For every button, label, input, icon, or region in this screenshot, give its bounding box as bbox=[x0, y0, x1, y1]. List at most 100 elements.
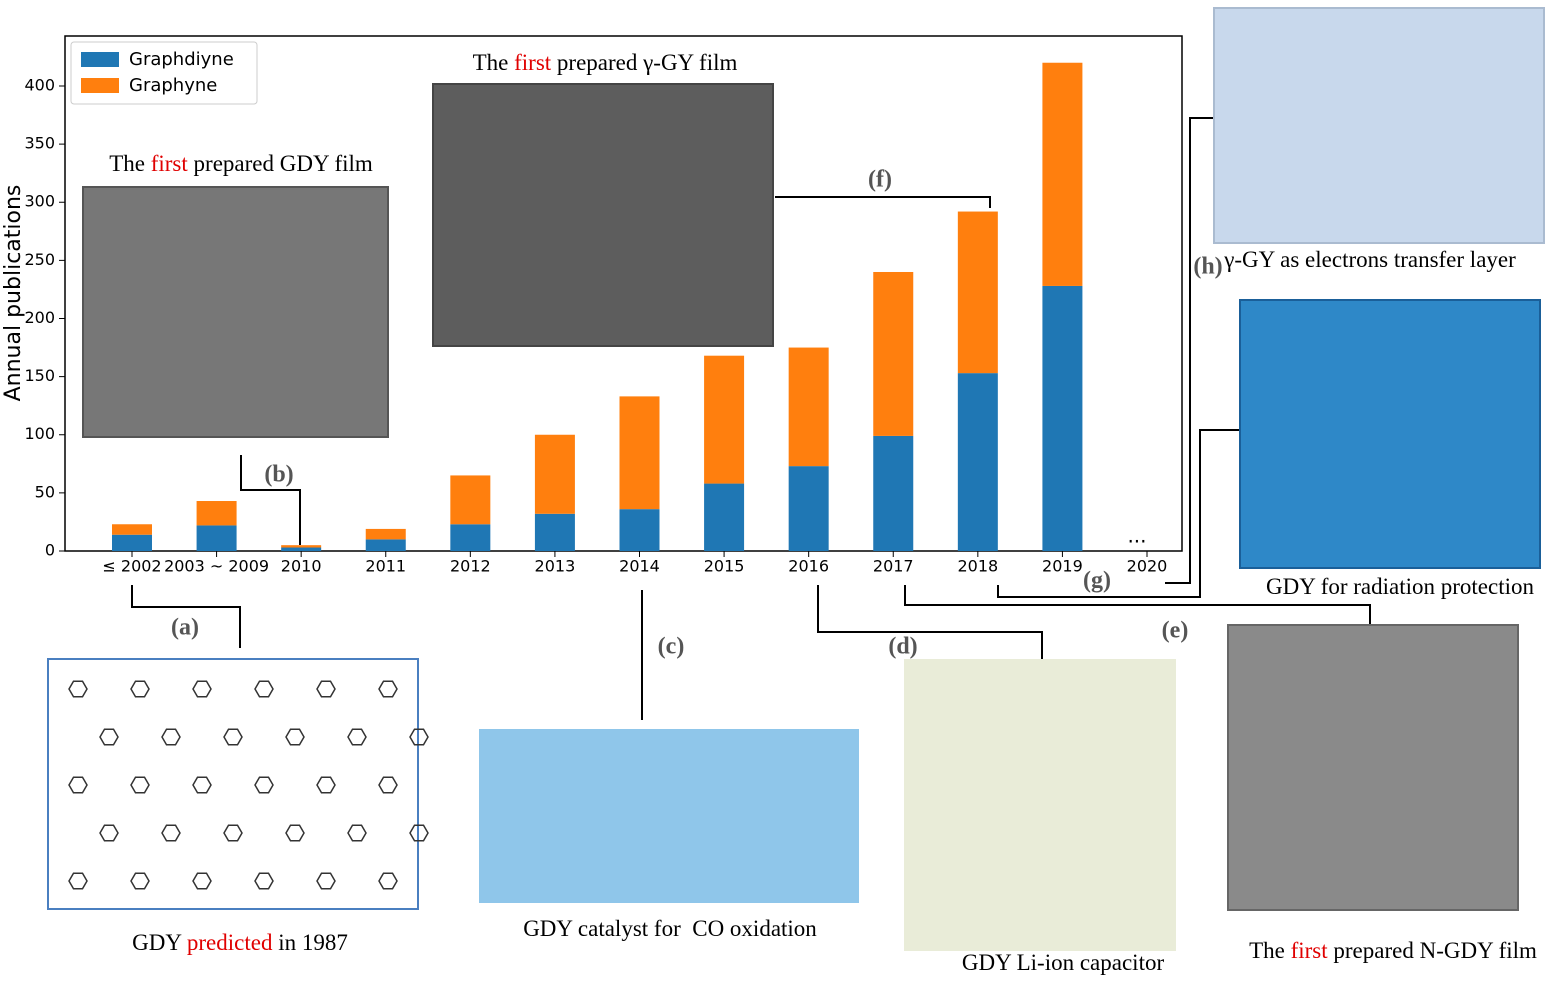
bar-segment bbox=[112, 524, 152, 535]
lattice-hexagon bbox=[347, 824, 367, 842]
lattice-hexagon bbox=[347, 728, 367, 746]
panel-image bbox=[432, 83, 774, 347]
bar-segment bbox=[196, 501, 237, 526]
lattice-hexagon bbox=[285, 824, 305, 842]
lattice-hexagon bbox=[161, 728, 181, 746]
caption-segment: GDY catalyst for CO oxidation bbox=[523, 916, 817, 941]
bar-segment bbox=[112, 534, 152, 551]
x-tick-label: 2011 bbox=[365, 557, 406, 576]
lattice-hexagon bbox=[254, 872, 274, 890]
bar-segment bbox=[873, 435, 914, 551]
bar-segment bbox=[704, 483, 745, 551]
lattice-hexagon bbox=[192, 680, 212, 698]
bar-segment bbox=[281, 545, 322, 548]
connector bbox=[131, 585, 241, 648]
bar-segment bbox=[1042, 285, 1083, 551]
legend-label: Graphyne bbox=[129, 75, 217, 96]
caption-segment: GDY Li-ion capacitor bbox=[962, 950, 1165, 975]
x-tick-label: 2016 bbox=[788, 557, 829, 576]
panel-caption: The first prepared γ-GY film bbox=[473, 50, 738, 75]
lattice-hexagon bbox=[254, 680, 274, 698]
lattice-hexagon bbox=[378, 680, 398, 698]
caption-segment: predicted bbox=[187, 930, 273, 955]
x-tick-label: 2020 bbox=[1127, 557, 1168, 576]
panel-label: (d) bbox=[888, 634, 917, 660]
lattice-hexagon bbox=[254, 776, 274, 794]
y-tick-label: 400 bbox=[24, 75, 55, 94]
panel-image bbox=[479, 729, 859, 903]
y-tick-label: 350 bbox=[24, 134, 55, 153]
bar-segment bbox=[788, 466, 829, 551]
panel-image bbox=[1227, 624, 1519, 911]
bar-segment bbox=[704, 355, 745, 484]
caption-segment: The bbox=[1249, 938, 1291, 963]
panel-caption: GDY catalyst for CO oxidation bbox=[523, 916, 817, 941]
lattice-hexagon bbox=[130, 776, 150, 794]
x-tick-label: 2012 bbox=[450, 557, 491, 576]
bar-segment bbox=[619, 509, 660, 551]
y-tick-label: 300 bbox=[24, 192, 55, 211]
bar-segment bbox=[281, 547, 322, 551]
legend-swatch bbox=[81, 78, 119, 93]
y-tick-label: 50 bbox=[35, 482, 55, 501]
bar-segment bbox=[619, 396, 660, 510]
panel-caption: The first prepared N-GDY film bbox=[1249, 938, 1537, 963]
caption-segment: γ-GY as electrons transfer layer bbox=[1223, 247, 1516, 272]
connector bbox=[240, 455, 301, 545]
lattice-hexagon bbox=[99, 728, 119, 746]
panel-image bbox=[47, 658, 419, 910]
panel-caption: The first prepared GDY film bbox=[109, 151, 373, 176]
lattice-hexagon bbox=[316, 776, 336, 794]
x-tick-label: 2018 bbox=[957, 557, 998, 576]
bar-segment bbox=[196, 525, 237, 551]
lattice-hexagon bbox=[192, 776, 212, 794]
connector bbox=[817, 585, 1043, 660]
panel-image bbox=[1213, 7, 1545, 244]
x-tick-label: ≤ 2002 bbox=[102, 557, 161, 576]
bar-segment bbox=[534, 513, 575, 551]
caption-segment: prepared GDY film bbox=[188, 151, 373, 176]
lattice-hexagon bbox=[68, 872, 88, 890]
panel-caption: GDY predicted in 1987 bbox=[132, 930, 348, 955]
x-tick-label: 2003 ~ 2009 bbox=[164, 557, 269, 576]
panel-label: (g) bbox=[1083, 568, 1111, 594]
y-tick-label: 200 bbox=[24, 308, 55, 327]
panel-label: (a) bbox=[171, 615, 199, 641]
panel-image bbox=[82, 186, 389, 438]
y-tick-label: 0 bbox=[45, 541, 55, 560]
y-tick-label: 150 bbox=[24, 366, 55, 385]
connector bbox=[1165, 117, 1214, 584]
caption-segment: The bbox=[473, 50, 515, 75]
lattice-hexagon bbox=[378, 872, 398, 890]
bar-segment bbox=[450, 524, 491, 551]
lattice-hexagon bbox=[316, 872, 336, 890]
caption-segment: GDY for radiation protection bbox=[1266, 574, 1535, 599]
legend-swatch bbox=[81, 52, 119, 67]
panel-label: (f) bbox=[868, 167, 892, 193]
caption-segment: prepared γ-GY film bbox=[551, 50, 737, 75]
lattice-hexagon bbox=[223, 824, 243, 842]
lattice-hexagon bbox=[161, 824, 181, 842]
connector bbox=[775, 196, 991, 208]
x-tick-label: 2013 bbox=[535, 557, 576, 576]
panel-image bbox=[904, 659, 1176, 951]
x-tick-label: 2019 bbox=[1042, 557, 1083, 576]
lattice-hexagon bbox=[192, 872, 212, 890]
lattice-hexagon bbox=[99, 824, 119, 842]
connector bbox=[997, 429, 1240, 598]
caption-segment: first bbox=[1291, 938, 1329, 963]
x-tick-label: 2017 bbox=[873, 557, 914, 576]
x-tick-label: 2010 bbox=[281, 557, 322, 576]
bar-segment bbox=[957, 211, 998, 374]
lattice-hexagon bbox=[378, 776, 398, 794]
lattice-hexagon bbox=[223, 728, 243, 746]
panel-caption: γ-GY as electrons transfer layer bbox=[1223, 247, 1516, 272]
caption-segment: first bbox=[151, 151, 189, 176]
panel-caption: GDY for radiation protection bbox=[1266, 574, 1535, 599]
x-tick-label: 2014 bbox=[619, 557, 660, 576]
caption-segment: The bbox=[109, 151, 151, 176]
y-axis-label: Annual publications bbox=[1, 185, 26, 402]
lattice-hexagon bbox=[316, 680, 336, 698]
lattice-hexagon bbox=[68, 776, 88, 794]
